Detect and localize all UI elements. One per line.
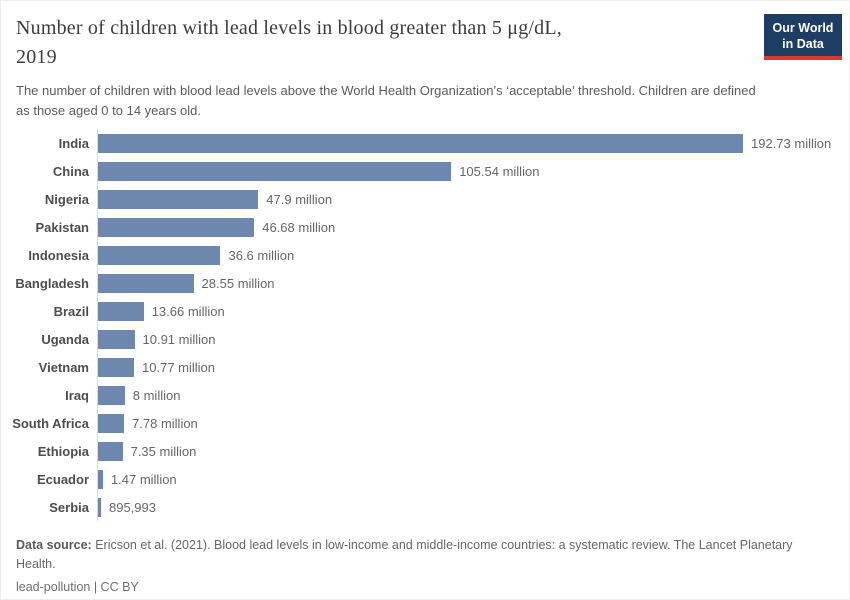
category-label: South Africa [12, 415, 89, 431]
value-label: 46.68 million [262, 219, 336, 235]
value-label: 47.9 million [266, 191, 333, 207]
value-label: 7.78 million [132, 415, 198, 431]
category-label: Indonesia [28, 247, 89, 263]
bar[interactable] [98, 469, 103, 489]
bar-row: Vietnam 10.77 million [1, 353, 849, 381]
chart-subtitle: The number of children with blood lead l… [16, 83, 756, 118]
bar[interactable] [98, 357, 135, 377]
value-label: 10.91 million [142, 331, 216, 347]
category-label: Nigeria [44, 191, 89, 207]
bar-row: Indonesia 36.6 million [1, 241, 849, 269]
bar-track: 36.6 million [97, 241, 849, 269]
owid-logo: Our World in Data [764, 14, 842, 61]
value-label: 105.54 million [459, 163, 540, 179]
category-label: China [52, 163, 89, 179]
data-source-text: Ericson et al. (2021). Blood lead levels… [16, 538, 793, 571]
owid-logo-line-1: Our World [772, 21, 834, 35]
owid-logo-line-2: in Data [782, 36, 824, 51]
bar[interactable] [98, 301, 144, 321]
value-label: 895,993 [108, 499, 156, 515]
bar[interactable] [98, 329, 135, 349]
data-source-line: Data source: Ericson et al. (2021). Bloo… [16, 536, 804, 574]
category-label: Pakistan [35, 219, 89, 235]
bar-track: 105.54 million [97, 157, 849, 185]
bar-row: Nigeria 47.9 million [1, 185, 849, 213]
bar[interactable] [98, 441, 123, 461]
category-label: Uganda [41, 331, 89, 347]
bar-row: Ethiopia 7.35 million [1, 437, 849, 465]
bar[interactable] [98, 385, 125, 405]
title-block: Number of children with lead levels in b… [16, 14, 756, 120]
bar-row: South Africa 7.78 million [1, 409, 849, 437]
value-label: 13.66 million [151, 303, 225, 319]
bar-row: Ecuador 1.47 million [1, 465, 849, 493]
bar-row: China 105.54 million [1, 157, 849, 185]
category-label: Ecuador [36, 471, 89, 487]
bar-chart: India 192.73 million China 105.54 million Ni… [1, 129, 849, 521]
chart-header: Number of children with lead levels in b… [1, 1, 849, 120]
license-note: lead-pollution | CC BY [16, 579, 139, 594]
category-label: Bangladesh [15, 275, 89, 291]
bar-track: 47.9 million [97, 185, 849, 213]
value-label: 1.47 million [110, 471, 177, 487]
value-label: 8 million [132, 387, 181, 403]
bar-track: 46.68 million [97, 213, 849, 241]
bar-track: 895,993 [97, 493, 849, 521]
category-label: Serbia [49, 499, 89, 515]
bar-track: 28.55 million [97, 269, 849, 297]
bar-row: Iraq 8 million [1, 381, 849, 409]
bar-row: Brazil 13.66 million [1, 297, 849, 325]
value-label: 10.77 million [142, 359, 216, 375]
category-label: India [58, 135, 89, 151]
bar-track: 13.66 million [97, 297, 849, 325]
bar[interactable] [98, 497, 101, 517]
chart-footer: Data source: Ericson et al. (2021). Bloo… [1, 521, 849, 594]
bar-row: Uganda 10.91 million [1, 325, 849, 353]
value-label: 7.35 million [130, 443, 197, 459]
bar[interactable] [98, 273, 194, 293]
value-label: 28.55 million [201, 275, 275, 291]
bar-track: 1.47 million [97, 465, 849, 493]
bar-track: 7.35 million [97, 437, 849, 465]
bar-row: Bangladesh 28.55 million [1, 269, 849, 297]
bar[interactable] [98, 161, 452, 181]
bar-row: Serbia 895,993 [1, 493, 849, 521]
bar-track: 8 million [97, 381, 849, 409]
bar-track: 10.91 million [97, 325, 849, 353]
data-source-label: Data source: [16, 538, 92, 552]
page-title: Number of children with lead levels in b… [16, 14, 756, 72]
bar-track: 192.73 million [97, 129, 849, 157]
bar[interactable] [98, 189, 259, 209]
category-label: Iraq [65, 387, 89, 403]
title-line-year: 2019 [16, 46, 57, 68]
category-label: Vietnam [38, 359, 89, 375]
category-label: Ethiopia [37, 443, 89, 459]
bar-row: Pakistan 46.68 million [1, 213, 849, 241]
bar-track: 7.78 million [97, 409, 849, 437]
bar[interactable] [98, 245, 221, 265]
value-label: 36.6 million [228, 247, 295, 263]
bar[interactable] [98, 413, 125, 433]
title-line-1: Number of children with lead levels in b… [16, 17, 562, 39]
bar[interactable] [98, 133, 743, 153]
bar[interactable] [98, 217, 255, 237]
bar-track: 10.77 million [97, 353, 849, 381]
bar-chart-rows: India 192.73 million China 105.54 million Ni… [1, 129, 849, 521]
value-label: 192.73 million [751, 135, 832, 151]
category-label: Brazil [53, 303, 89, 319]
bar-row: India 192.73 million [1, 129, 849, 157]
